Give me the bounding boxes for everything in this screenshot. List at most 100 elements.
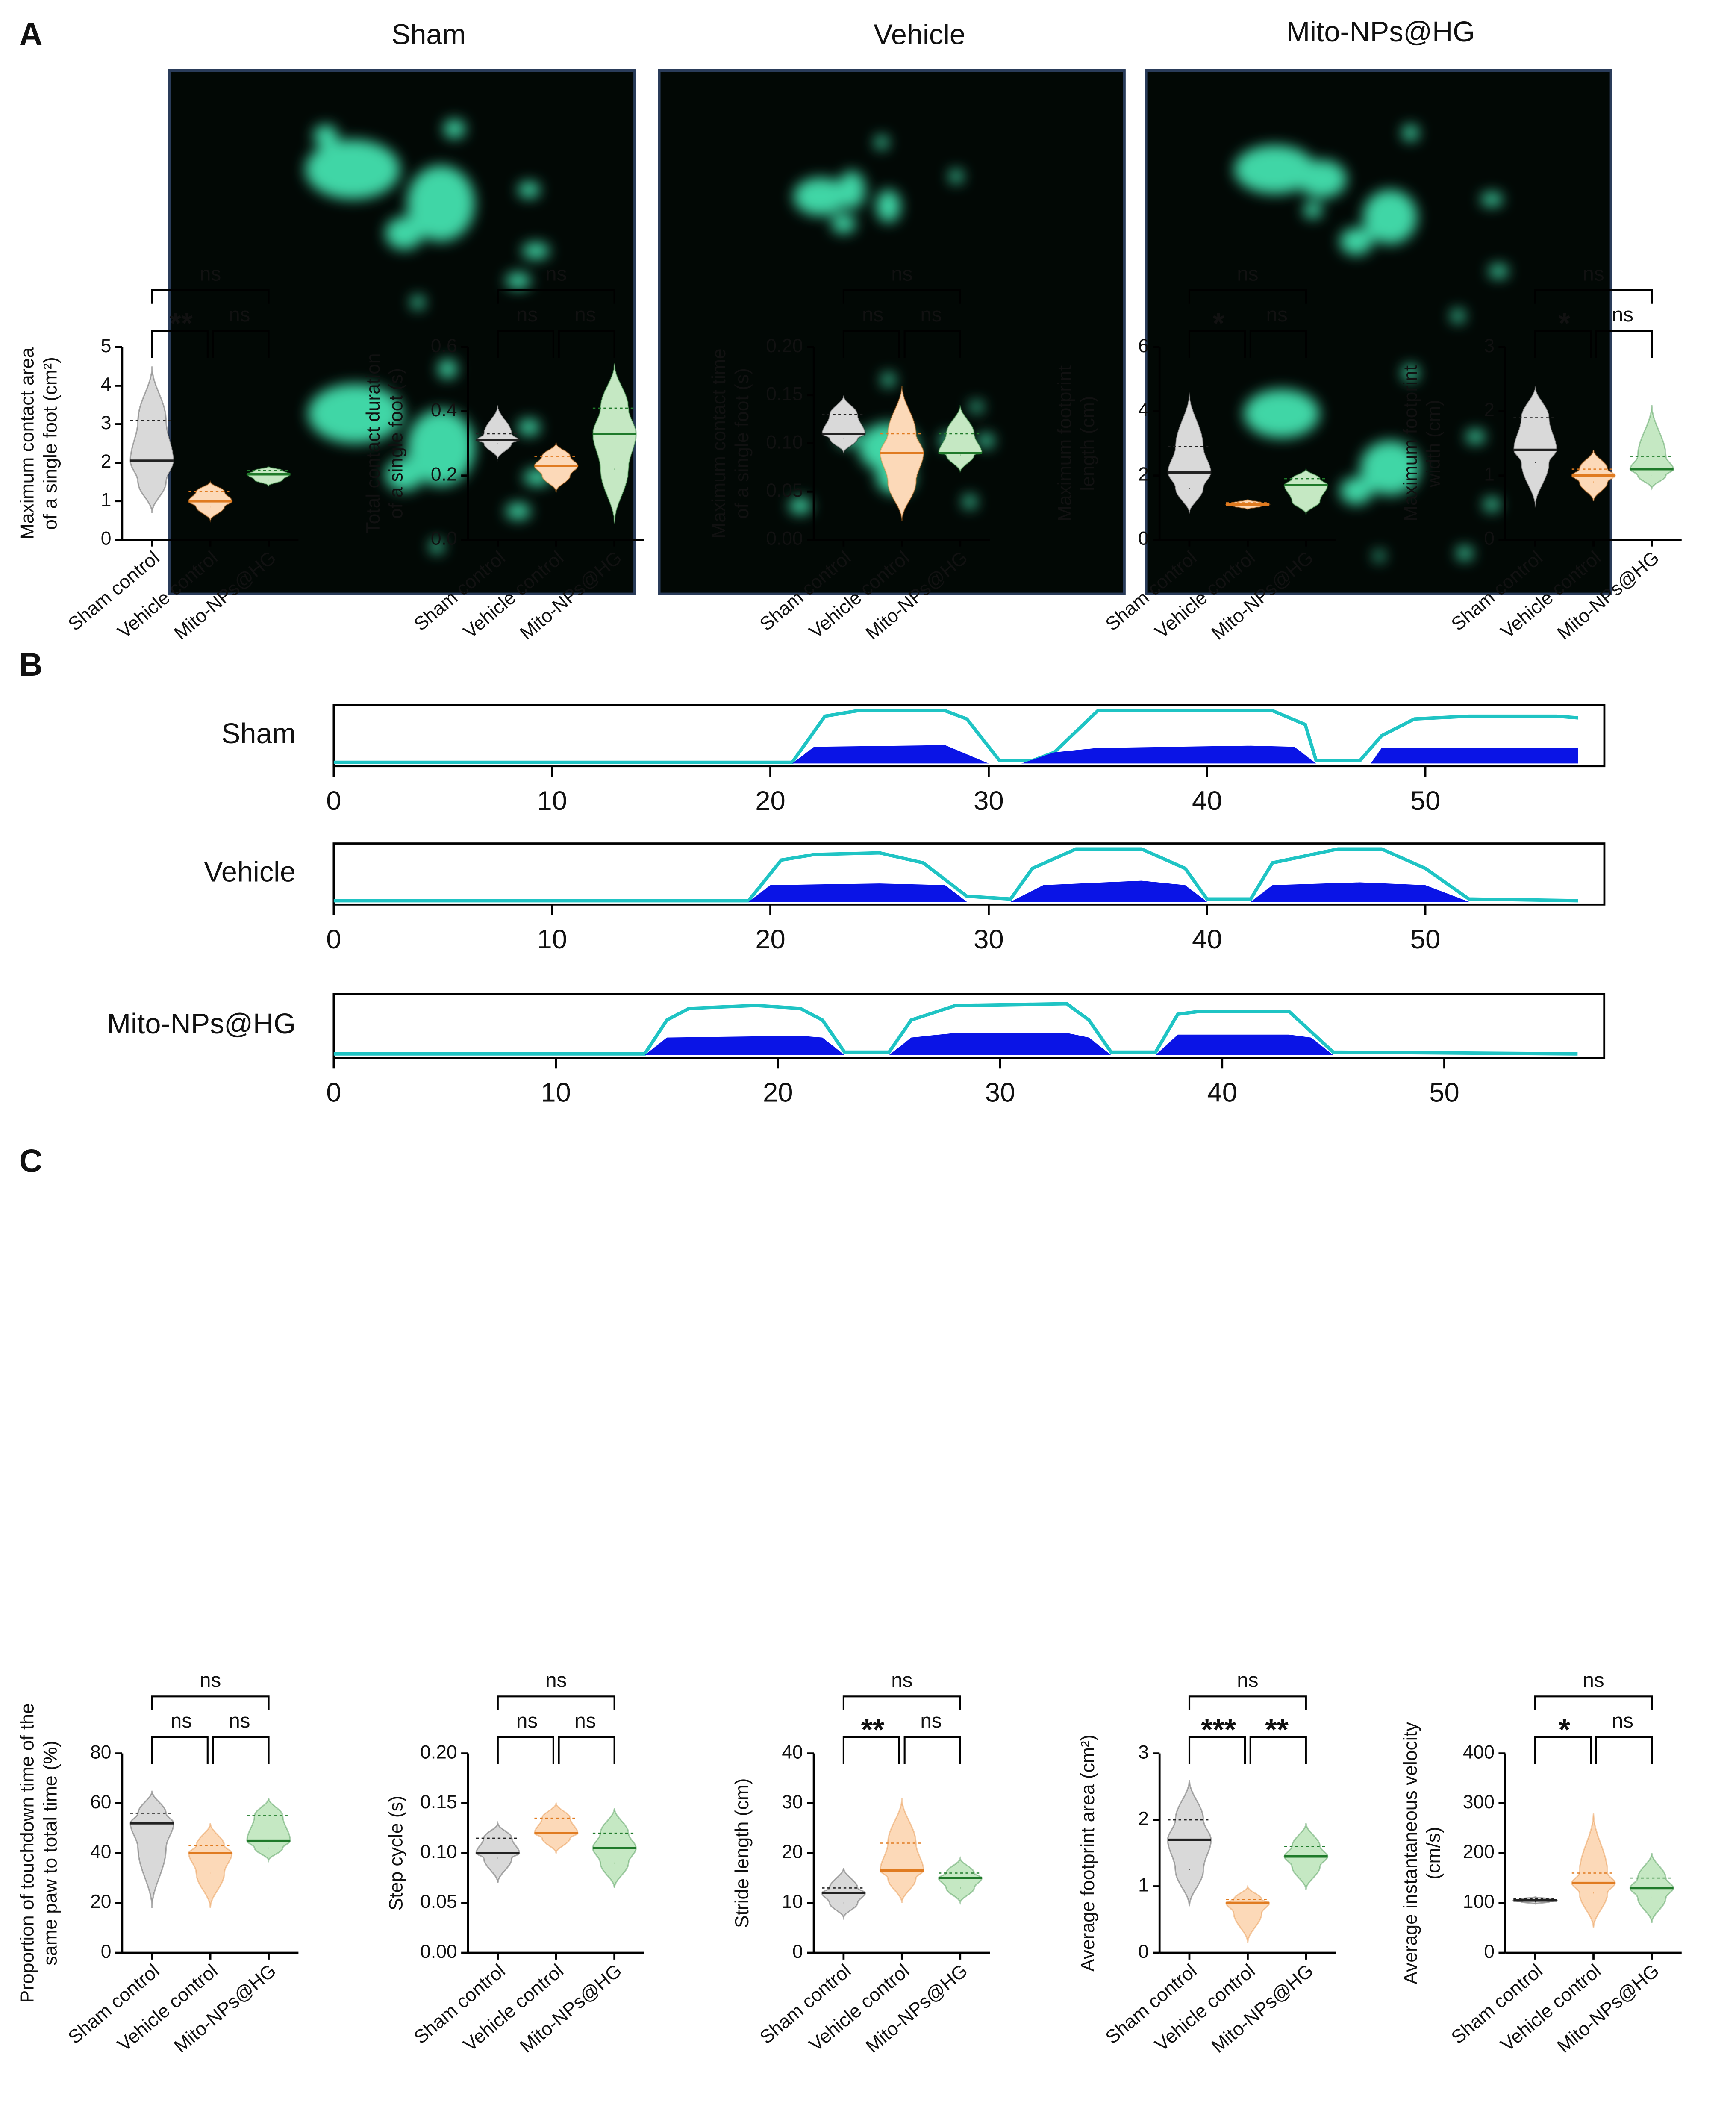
y-tick-label: 300 — [1463, 1792, 1495, 1813]
significance-label: ns — [1612, 303, 1633, 326]
x-tick-label: 50 — [1429, 1077, 1459, 1107]
y-axis-label: Stride length (cm) — [732, 1778, 753, 1928]
x-tick-label: 0 — [326, 786, 341, 816]
significance-bracket — [1249, 1736, 1307, 1764]
y-tick-label: 0.6 — [431, 336, 457, 356]
violin-body — [1167, 1780, 1212, 1907]
y-tick-label: 40 — [782, 1742, 803, 1763]
y-tick-label: 3 — [1484, 336, 1495, 356]
y-tick-label: 0.10 — [420, 1842, 457, 1863]
x-tick-label: 40 — [1192, 786, 1222, 816]
violin-body — [1167, 392, 1212, 515]
x-tick-label: 30 — [974, 786, 1004, 816]
y-tick-label: 0 — [101, 528, 112, 549]
violin-body — [1629, 405, 1674, 491]
significance-bracket — [497, 1736, 554, 1764]
y-tick-label: 2 — [1484, 400, 1495, 421]
significance-bracket — [903, 1736, 961, 1764]
significance-label: ** — [170, 306, 193, 340]
x-tick-label: Vehicle control — [805, 1960, 913, 2055]
significance-label: ns — [545, 263, 567, 285]
plot-frame — [332, 842, 1606, 906]
significance-bracket — [212, 330, 270, 358]
significance-label: ns — [920, 303, 942, 326]
y-tick-label: 0.15 — [420, 1792, 457, 1813]
y-tick-label: 2 — [1138, 1808, 1149, 1829]
violin-body — [592, 363, 637, 524]
significance-label: ns — [200, 1669, 221, 1692]
y-tick-label: 2 — [101, 451, 112, 472]
y-tick-label: 0.05 — [766, 480, 803, 501]
significance-bracket — [151, 1695, 270, 1710]
violin-body — [1571, 1813, 1616, 1928]
y-tick-label: 40 — [90, 1842, 111, 1863]
y-tick-label: 6 — [1138, 336, 1149, 356]
significance-label: ns — [920, 1710, 942, 1732]
significance-bracket — [903, 330, 961, 358]
y-tick-label: 0.4 — [431, 400, 457, 421]
significance-label: ns — [574, 303, 596, 326]
y-tick-label: 0 — [1484, 528, 1495, 549]
y-tick-label: 1 — [1484, 464, 1495, 485]
panel-label: B — [19, 647, 43, 683]
y-axis-label: same paw to total time (%) — [40, 1741, 61, 1966]
violin-body — [879, 1798, 924, 1903]
significance-bracket — [1534, 330, 1592, 358]
y-tick-label: 4 — [101, 374, 112, 395]
y-tick-label: 20 — [90, 1891, 111, 1912]
x-tick-label: 30 — [985, 1077, 1015, 1107]
significance-bracket — [151, 1736, 209, 1764]
y-tick-label: 0 — [101, 1941, 112, 1962]
violin-body — [1512, 386, 1558, 508]
significance-label: ns — [545, 1669, 567, 1692]
y-tick-label: 2 — [1138, 464, 1149, 485]
significance-bracket — [1249, 330, 1307, 358]
y-tick-label: 30 — [782, 1792, 803, 1813]
significance-label: ns — [574, 1710, 596, 1732]
significance-label: ns — [891, 263, 912, 285]
x-tick-label: 50 — [1410, 924, 1441, 954]
significance-bracket — [1595, 1736, 1653, 1764]
x-tick-label: 10 — [537, 924, 567, 954]
significance-label: ns — [516, 303, 538, 326]
x-tick-label: Mito-NPs@HG — [1554, 1960, 1663, 2057]
y-tick-label: 80 — [90, 1742, 111, 1763]
significance-label: ns — [1583, 1669, 1604, 1692]
y-tick-label: 0.20 — [420, 1742, 457, 1763]
y-tick-label: 10 — [782, 1891, 803, 1912]
y-tick-label: 0 — [1484, 1941, 1495, 1962]
image-title: Vehicle — [874, 19, 965, 50]
y-axis-label: Maximum contact area — [17, 347, 38, 539]
significance-label: *** — [1201, 1713, 1236, 1746]
significance-label: ** — [861, 1713, 885, 1746]
violin-body — [938, 1855, 983, 1906]
plot-frame — [332, 993, 1606, 1059]
pressure-line — [333, 709, 1578, 764]
significance-bracket — [497, 289, 615, 304]
violin-body — [129, 366, 175, 513]
significance-bracket — [842, 1736, 900, 1764]
x-tick-label: 30 — [974, 924, 1004, 954]
x-tick-label: 0 — [326, 924, 341, 954]
y-axis-label: (cm/s) — [1423, 1827, 1444, 1879]
y-axis-label: of a single foot (s) — [386, 368, 407, 519]
x-tick-label: 10 — [537, 786, 567, 816]
x-tick-label: Vehicle control — [114, 1960, 222, 2055]
x-tick-label: 50 — [1410, 786, 1441, 816]
y-tick-label: 60 — [90, 1792, 111, 1813]
pressure-line — [333, 847, 1578, 903]
y-tick-label: 4 — [1138, 400, 1149, 421]
y-tick-label: 3 — [1138, 1742, 1149, 1763]
y-tick-label: 0.05 — [420, 1891, 457, 1912]
significance-label: ns — [200, 263, 221, 285]
y-axis-label: width (cm) — [1423, 400, 1444, 488]
significance-label: ns — [1583, 263, 1604, 285]
x-tick-label: Vehicle control — [1497, 1960, 1605, 2055]
contact-area — [644, 1033, 1578, 1055]
significance-bracket — [842, 289, 961, 304]
panel-label: A — [19, 16, 43, 53]
y-axis-label: Maximum footprint — [1400, 365, 1421, 521]
violin-body — [475, 405, 521, 462]
significance-label: ns — [1237, 263, 1258, 285]
violin-body — [246, 465, 291, 487]
